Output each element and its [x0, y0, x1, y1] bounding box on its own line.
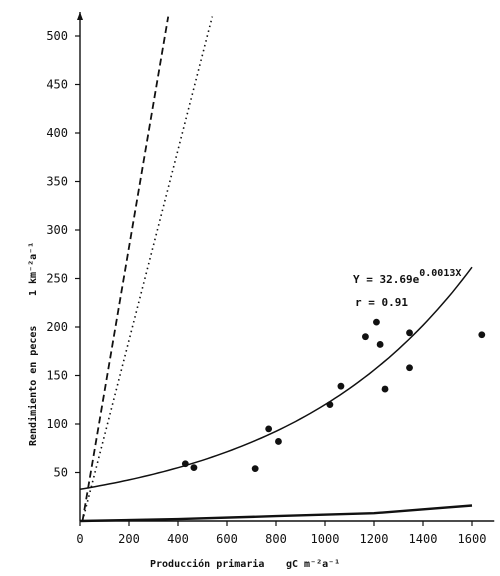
data-point-4 — [275, 438, 282, 445]
y-axis-unit: 1 km⁻²a⁻¹ — [28, 242, 39, 296]
data-point-3 — [265, 425, 273, 433]
x-tick-label-1200: 1200 — [360, 532, 389, 546]
y-axis-label: Rendimiento en peces — [27, 326, 39, 446]
x-axis-unit: gC m⁻²a⁻¹ — [286, 559, 340, 570]
data-point-11 — [406, 329, 413, 337]
series-line-solid-0 — [79, 266, 473, 491]
fit-lines — [79, 16, 473, 523]
y-axis-arrow — [77, 12, 83, 20]
data-point-2 — [251, 465, 259, 473]
y-tick-label-250: 250 — [46, 272, 68, 286]
y-tick-label-150: 150 — [46, 369, 68, 383]
y-tick-label-100: 100 — [46, 417, 68, 431]
data-point-8 — [373, 318, 380, 326]
data-point-5 — [326, 401, 334, 408]
r-label: r = 0.91 — [355, 296, 408, 309]
x-tick-label-200: 200 — [118, 532, 140, 546]
series-line-solid-3 — [79, 504, 473, 523]
data-points — [181, 318, 486, 473]
data-point-6 — [337, 382, 345, 390]
data-point-7 — [362, 333, 369, 341]
data-point-13 — [478, 331, 486, 339]
y-tick-label-300: 300 — [46, 223, 68, 237]
equation-base: Y = 32.69e — [353, 273, 420, 286]
y-tick-label-500: 500 — [46, 29, 68, 43]
series-line-dotted-2 — [81, 16, 214, 522]
x-tick-label-400: 400 — [167, 532, 189, 546]
x-tick-label-1600: 1600 — [458, 532, 487, 546]
equation-label: Y = 32.69e0.0013X — [353, 268, 461, 286]
data-point-0 — [181, 460, 189, 468]
x-axis-label: Producción primaria — [150, 558, 264, 570]
x-tick-label-0: 0 — [76, 532, 83, 546]
ticks: 0 200 400 600 800 1000 1200 1400 1600 50 100 150 200… — [46, 29, 486, 546]
data-point-10 — [381, 385, 389, 393]
equation-exponent: 0.0013X — [419, 268, 461, 279]
y-tick-label-400: 400 — [46, 126, 68, 140]
data-point-1 — [190, 464, 198, 472]
x-tick-label-800: 800 — [265, 532, 287, 546]
y-tick-label-200: 200 — [46, 320, 68, 334]
y-tick-label-50: 50 — [54, 466, 68, 480]
x-tick-label-1000: 1000 — [311, 532, 340, 546]
axes — [77, 12, 495, 522]
series-line-dashed-1 — [81, 16, 170, 522]
x-tick-label-600: 600 — [216, 532, 238, 546]
data-point-9 — [376, 341, 384, 348]
y-tick-label-350: 350 — [46, 175, 68, 189]
x-tick-label-1400: 1400 — [409, 532, 438, 546]
data-point-12 — [406, 364, 413, 372]
y-tick-label-450: 450 — [46, 78, 68, 92]
